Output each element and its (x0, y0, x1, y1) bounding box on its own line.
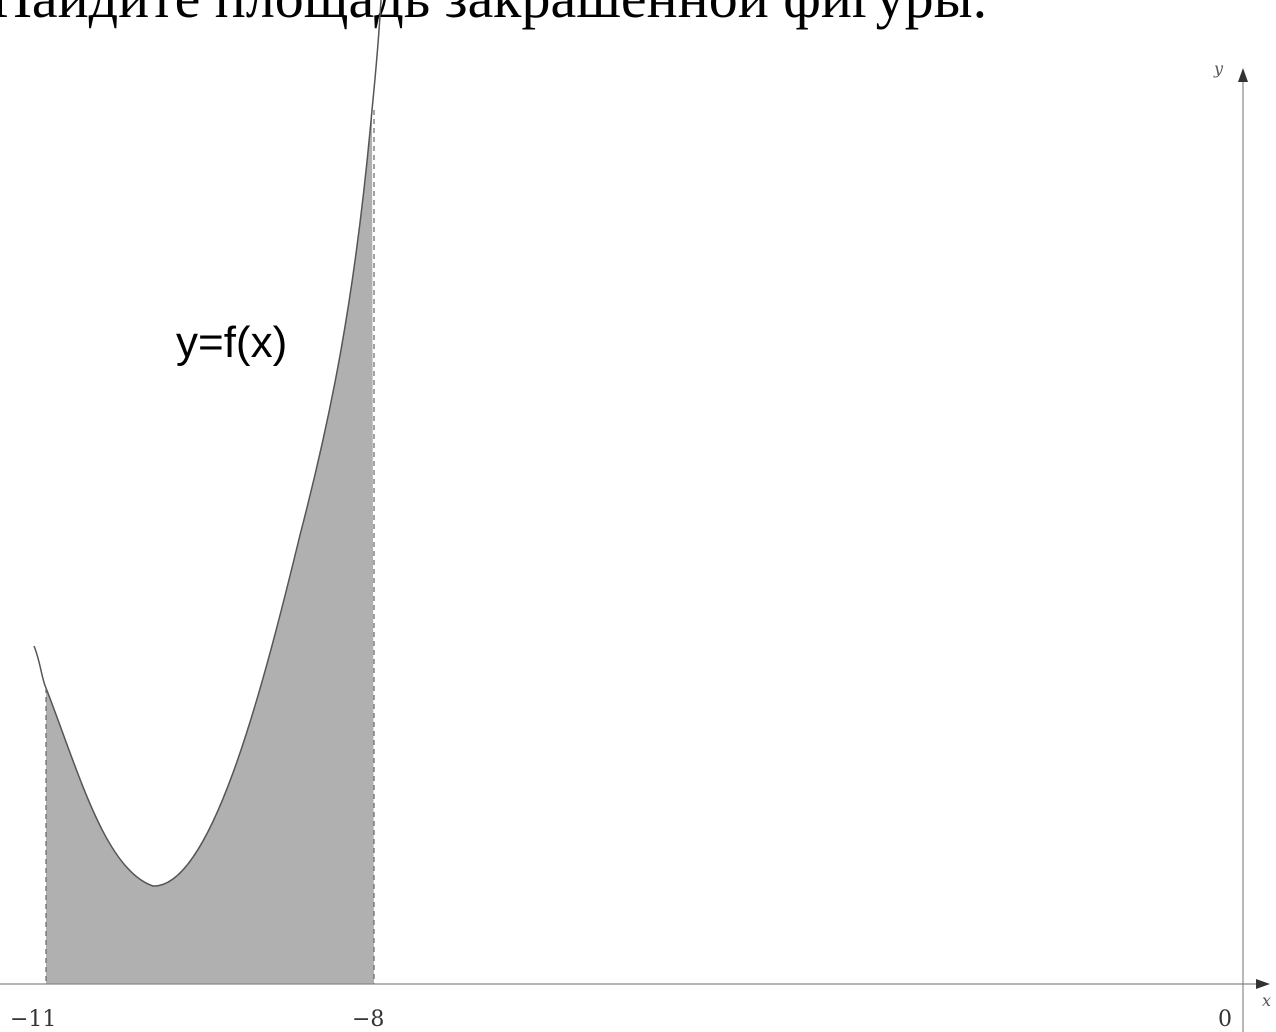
x-axis-letter: x (1262, 991, 1271, 1010)
shaded-region (46, 110, 374, 984)
curve-label: y=f(x) (176, 318, 288, 367)
y-axis-arrow (1238, 68, 1248, 82)
function-curve (33, 0, 382, 887)
tick-label-minus-8: −8 (352, 1007, 384, 1032)
problem-title: Найдите площадь закрашенной фигуры. (0, 0, 1276, 48)
y-axis-letter: y (1213, 59, 1224, 78)
tick-label-minus-11: −11 (10, 1007, 56, 1032)
tick-label-origin: 0 (1218, 1007, 1232, 1032)
x-axis-arrow (1256, 979, 1270, 989)
